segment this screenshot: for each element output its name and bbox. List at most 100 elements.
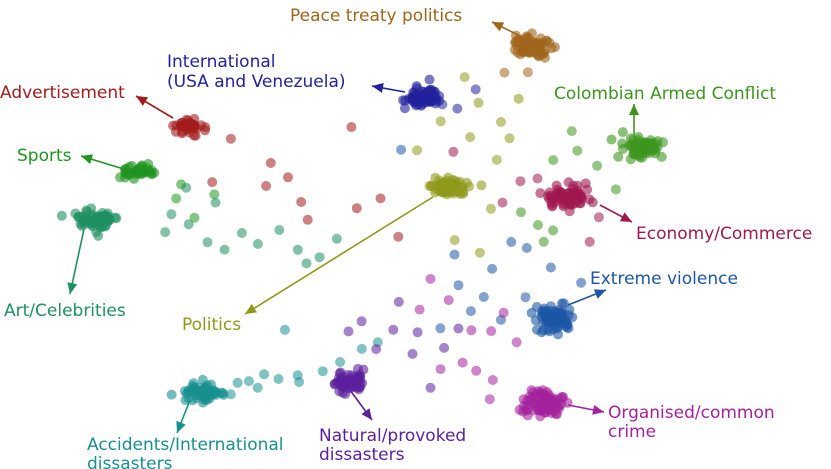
point-intl — [470, 84, 481, 95]
label-line-sports: Sports — [17, 146, 72, 166]
point-advert — [283, 172, 293, 183]
point-extreme — [530, 315, 541, 326]
point-economy — [567, 200, 578, 210]
point-intl — [399, 103, 410, 114]
point-natural — [371, 344, 382, 355]
scatter-points — [56, 28, 668, 422]
point-politics — [476, 180, 487, 191]
point-economy — [547, 200, 558, 211]
point-art — [292, 244, 303, 255]
point-economy — [572, 180, 583, 191]
point-advert — [225, 133, 236, 144]
point-economy — [515, 176, 526, 187]
point-colombian — [618, 143, 628, 154]
point-art — [86, 219, 97, 230]
point-extreme — [506, 237, 517, 247]
point-politics — [474, 247, 485, 258]
point-politics — [435, 116, 446, 127]
point-extreme — [465, 306, 476, 317]
point-natural — [439, 342, 450, 353]
arrow-head-advert — [136, 96, 148, 106]
point-extreme — [555, 315, 566, 326]
point-extreme — [526, 307, 537, 318]
point-crime — [471, 365, 482, 376]
label-line-advert: Advertisement — [0, 83, 125, 103]
point-art — [93, 230, 104, 241]
point-crime — [536, 398, 547, 409]
point-crime — [457, 357, 468, 368]
point-art — [166, 209, 177, 220]
point-peace — [546, 43, 557, 54]
point-accidents — [188, 378, 199, 389]
point-crime — [551, 408, 561, 419]
point-art — [252, 238, 263, 249]
point-advert — [375, 193, 386, 204]
annotation-arrows — [67, 21, 639, 434]
point-art — [76, 220, 87, 231]
point-extreme — [545, 262, 556, 273]
point-advert — [265, 158, 276, 168]
point-advert — [393, 231, 404, 242]
point-accidents — [209, 388, 220, 399]
point-natural — [453, 323, 464, 334]
point-accidents — [180, 386, 190, 397]
label-crime: Organised/common crime — [608, 403, 775, 442]
point-extreme — [478, 292, 489, 302]
point-accidents — [294, 377, 305, 387]
label-line-crime: crime — [608, 422, 656, 442]
point-advert — [176, 121, 187, 132]
point-politics — [496, 117, 506, 127]
point-sports — [171, 193, 182, 204]
point-politics — [513, 93, 524, 104]
point-colombian — [548, 225, 559, 236]
point-accidents — [317, 366, 328, 377]
point-crime — [466, 325, 477, 336]
point-extreme — [520, 292, 531, 303]
point-economy — [448, 146, 459, 157]
point-extreme — [396, 144, 407, 155]
point-accidents — [198, 389, 209, 400]
point-advert — [261, 181, 272, 191]
arrow-head-colombian — [629, 104, 639, 115]
label-line-crime: Organised/common — [608, 403, 775, 423]
arrow-head-accidents — [176, 420, 186, 433]
point-economy — [497, 197, 508, 208]
point-crime — [484, 394, 495, 405]
label-line-economy: Economy/Commerce — [636, 224, 812, 244]
point-art — [95, 221, 105, 232]
point-peace — [511, 36, 521, 47]
label-accidents: Accidents/International dissasters — [87, 435, 284, 469]
point-intl — [430, 96, 441, 106]
point-politics — [446, 178, 457, 189]
point-economy — [582, 184, 593, 195]
arrow-head-sports — [81, 154, 93, 164]
point-politics — [434, 175, 444, 186]
point-art — [274, 225, 285, 235]
point-extreme — [435, 323, 446, 334]
arrow-head-economy — [619, 212, 632, 222]
point-economy — [573, 189, 584, 200]
point-intl — [398, 95, 409, 106]
point-extreme — [453, 280, 464, 291]
point-accidents — [252, 382, 263, 393]
point-accidents — [217, 388, 228, 399]
point-politics — [473, 97, 484, 108]
point-natural — [340, 380, 351, 391]
point-extreme — [449, 249, 460, 260]
point-politics — [465, 132, 476, 143]
point-politics — [486, 203, 496, 214]
point-advert — [196, 120, 206, 131]
point-crime — [486, 326, 497, 337]
arrow-line-art — [69, 228, 85, 295]
point-accidents — [197, 374, 208, 385]
point-politics — [426, 180, 437, 191]
point-intl — [452, 103, 463, 114]
point-extreme — [521, 243, 532, 253]
label-sports: Sports — [17, 146, 72, 166]
point-natural — [351, 376, 362, 387]
point-economy — [584, 236, 595, 247]
point-extreme — [576, 277, 587, 288]
point-advert — [296, 197, 307, 207]
point-natural — [393, 296, 404, 307]
